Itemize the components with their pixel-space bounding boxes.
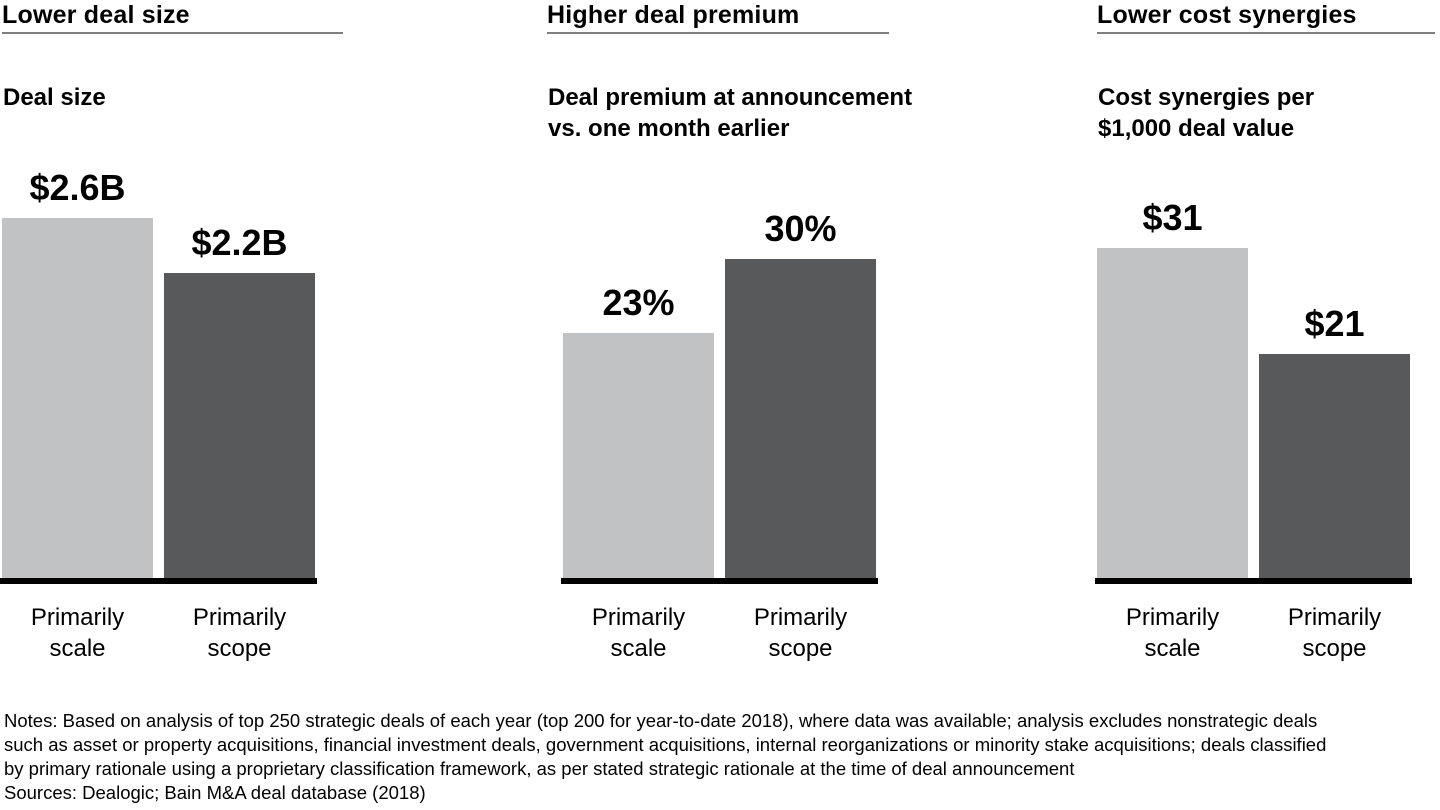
panel-subtitle: Cost synergies per $1,000 deal value (1098, 84, 1315, 142)
category-label: Primarily scope (1287, 604, 1382, 662)
value-label: $2.2B (191, 222, 288, 263)
bar-primarily-scale (1097, 248, 1248, 578)
value-label: 23% (602, 282, 675, 323)
value-label: $2.6B (29, 167, 126, 208)
bar-primarily-scope (164, 273, 315, 578)
bar-primarily-scope (725, 259, 876, 578)
x-axis-line (561, 578, 878, 584)
category-label: Primarily scope (192, 604, 287, 662)
footnotes: Notes: Based on analysis of top 250 stra… (4, 710, 1327, 779)
panel-subtitle: Deal premium at announcement vs. one mon… (548, 84, 913, 142)
panel-subtitle: Deal size (3, 84, 106, 111)
bar-primarily-scope (1259, 354, 1410, 578)
category-label: Primarily scope (753, 604, 848, 662)
value-label: $21 (1304, 303, 1365, 344)
bar-chart-deal-size: $2.6B Primarily scale $2.2B Primarily scope (0, 167, 317, 662)
category-label: Primarily scale (1125, 604, 1220, 662)
x-axis-line (1095, 578, 1412, 584)
panel-title: Lower cost synergies (1097, 1, 1435, 34)
category-label: Primarily scale (591, 604, 686, 662)
x-axis-line (0, 578, 317, 584)
bar-primarily-scale (563, 333, 714, 578)
bar-chart-cost-synergies: $31 Primarily scale $21 Primarily scope (1095, 170, 1412, 662)
sources-line: Sources: Dealogic; Bain M&A deal databas… (4, 782, 426, 803)
value-label: 30% (764, 208, 837, 249)
panel-title: Higher deal premium (547, 1, 889, 34)
category-label: Primarily scale (30, 604, 125, 662)
bar-chart-deal-premium: 23% Primarily scale 30% Primarily scope (561, 170, 878, 662)
bar-primarily-scale (2, 218, 153, 578)
value-label: $31 (1142, 197, 1203, 238)
panel-title: Lower deal size (2, 1, 343, 34)
